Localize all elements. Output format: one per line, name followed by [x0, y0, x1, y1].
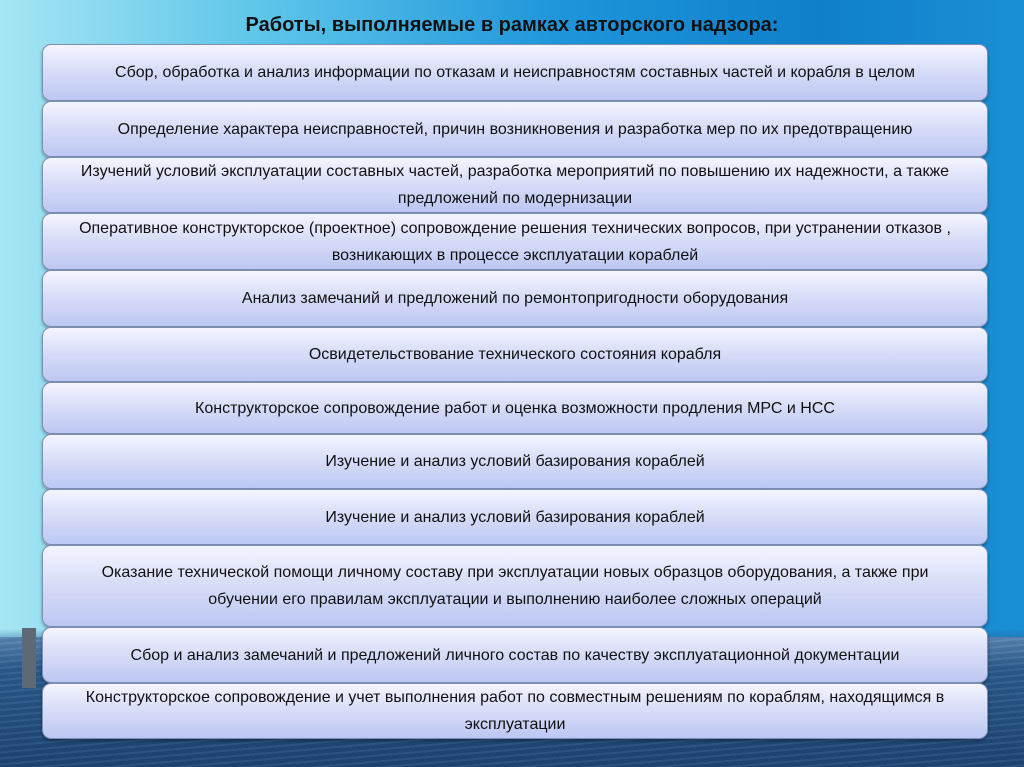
list-item: Оказание технической помощи личному сост…: [42, 545, 988, 627]
list-item: Конструкторское сопровождение и учет вып…: [42, 683, 988, 739]
list-item: Сбор и анализ замечаний и предложений ли…: [42, 627, 988, 683]
list-item: Изучение и анализ условий базирования ко…: [42, 434, 988, 489]
list-item: Оперативное конструкторское (проектное) …: [42, 213, 988, 270]
lighthouse-image: [22, 628, 36, 688]
list-item: Изучений условий эксплуатации составных …: [42, 157, 988, 213]
list-item: Сбор, обработка и анализ информации по о…: [42, 44, 988, 101]
list-item: Изучение и анализ условий базирования ко…: [42, 489, 988, 545]
list-item: Конструкторское сопровождение работ и оц…: [42, 382, 988, 434]
list-item: Определение характера неисправностей, пр…: [42, 101, 988, 157]
list-item: Освидетельствование технического состоян…: [42, 327, 988, 382]
list-item: Анализ замечаний и предложений по ремонт…: [42, 270, 988, 327]
slide-title: Работы, выполняемые в рамках авторского …: [245, 14, 779, 36]
